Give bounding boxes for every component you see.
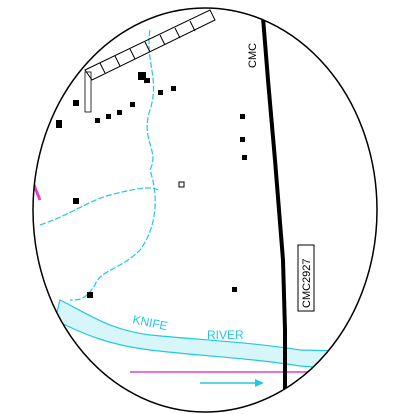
stream	[39, 187, 159, 226]
road	[260, 8, 287, 400]
hatching	[99, 20, 196, 74]
river-label: RIVER	[207, 328, 244, 342]
road-label-box	[297, 244, 315, 312]
buildings	[56, 72, 247, 298]
stream	[69, 29, 156, 301]
boundary-line	[33, 184, 42, 201]
road-label: CMC2927	[301, 258, 313, 308]
flow-arrow-head	[255, 379, 264, 387]
map-frame	[32, 7, 378, 413]
hatched-area	[84, 9, 216, 81]
building-outline	[178, 181, 185, 188]
structure	[84, 71, 92, 113]
road-label: CMC	[247, 43, 259, 68]
